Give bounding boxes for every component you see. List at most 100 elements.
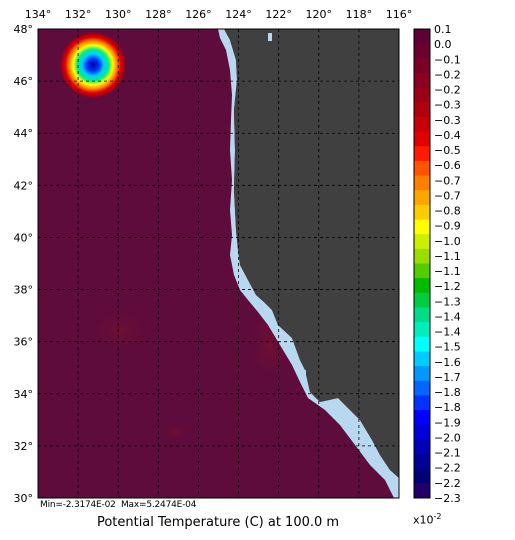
colorbar-label: −1.8 bbox=[434, 401, 461, 414]
colorbar-label: −2.1 bbox=[434, 447, 461, 460]
colorbar-swatch bbox=[414, 292, 430, 308]
colorbar: 0.1 0.0 −0.1 −0.2 −0.2 −0.3 −0.3 −0.4 −0.5 −0.6 −0… bbox=[413, 23, 461, 505]
lat-tick-label: 42° bbox=[14, 179, 34, 192]
colorbar-label: −0.2 bbox=[434, 84, 461, 97]
colorbar-swatch bbox=[414, 102, 430, 118]
colorbar-swatch bbox=[414, 483, 430, 499]
lon-tick-label: 118° bbox=[346, 8, 373, 21]
colorbar-swatch bbox=[414, 190, 430, 206]
colorbar-label: −1.5 bbox=[434, 341, 461, 354]
map-frame bbox=[37, 28, 400, 499]
lon-tick-label: 120° bbox=[306, 8, 333, 21]
faint-anomaly bbox=[85, 305, 155, 355]
colorbar-swatch bbox=[414, 160, 430, 177]
colorbar-frame bbox=[413, 28, 431, 499]
min-label: Min= bbox=[40, 500, 63, 510]
lat-tick-label: 30° bbox=[14, 492, 34, 505]
colorbar-label: −1.0 bbox=[434, 235, 461, 248]
colorbar-swatch bbox=[414, 146, 430, 162]
colorbar-label: −0.3 bbox=[434, 114, 461, 127]
colorbar-swatch bbox=[414, 131, 430, 147]
colorbar-label: −0.5 bbox=[434, 144, 461, 157]
colorbar-label: −1.6 bbox=[434, 356, 461, 369]
island bbox=[268, 33, 272, 41]
exponent-base: x10 bbox=[413, 513, 434, 527]
colorbar-label: −1.3 bbox=[434, 295, 461, 308]
min-max-stats: Min=-2.3174E-02 Max=5.2474E-04 bbox=[40, 500, 196, 510]
max-value: 5.2474E-04 bbox=[146, 500, 197, 510]
colorbar-label: −2.2 bbox=[434, 462, 461, 475]
colorbar-label: −1.1 bbox=[434, 250, 461, 263]
colorbar-swatch bbox=[414, 219, 430, 235]
colorbar-label: −0.7 bbox=[434, 189, 461, 202]
colorbar-label: 0.1 bbox=[434, 23, 452, 36]
colorbar-swatch bbox=[414, 175, 430, 191]
colorbar-swatch bbox=[414, 410, 430, 426]
colorbar-swatch bbox=[414, 234, 430, 250]
longitude-labels: 134° 132° 130° 128° 126° 124° 122° 120° 118° 116° bbox=[25, 8, 413, 21]
colorbar-label: −0.1 bbox=[434, 53, 461, 66]
colorbar-label: −1.9 bbox=[434, 416, 461, 429]
colorbar-swatch bbox=[414, 248, 430, 264]
latitude-labels: 48° 46° 44° 42° 40° 38° 36° 34° 32° 30° bbox=[14, 23, 34, 505]
colorbar-swatch bbox=[414, 307, 430, 323]
colorbar-swatch bbox=[414, 322, 430, 338]
colorbar-label: −0.7 bbox=[434, 174, 461, 187]
lon-tick-label: 132° bbox=[65, 8, 92, 21]
colorbar-label: −0.9 bbox=[434, 220, 461, 233]
land-area bbox=[224, 29, 399, 478]
lat-tick-label: 38° bbox=[14, 284, 34, 297]
lon-tick-label: 130° bbox=[105, 8, 132, 21]
lon-tick-label: 124° bbox=[225, 8, 252, 21]
colorbar-label: −2.3 bbox=[434, 492, 461, 505]
colorbar-swatch bbox=[414, 278, 430, 294]
colorbar-label: 0.0 bbox=[434, 38, 452, 51]
faint-anomaly bbox=[161, 423, 189, 441]
temperature-anomaly bbox=[59, 31, 127, 99]
colorbar-exponent: x10-2 bbox=[413, 512, 442, 527]
colorbar-label: −0.2 bbox=[434, 68, 461, 81]
colorbar-label: −1.8 bbox=[434, 386, 461, 399]
lat-lon-grid bbox=[38, 29, 399, 498]
colorbar-swatch bbox=[414, 29, 430, 45]
lon-tick-label: 122° bbox=[265, 8, 292, 21]
colorbar-swatch bbox=[414, 204, 430, 221]
colorbar-swatch bbox=[414, 454, 430, 470]
colorbar-swatch bbox=[414, 351, 430, 367]
colorbar-swatch bbox=[414, 468, 430, 484]
colorbar-label: −1.7 bbox=[434, 371, 461, 384]
colorbar-swatch bbox=[414, 43, 430, 59]
colorbar-label: −0.8 bbox=[434, 205, 461, 218]
lat-tick-label: 40° bbox=[14, 231, 34, 244]
lon-tick-label: 116° bbox=[386, 8, 413, 21]
lat-tick-label: 48° bbox=[14, 23, 34, 36]
lon-tick-label: 128° bbox=[145, 8, 172, 21]
colorbar-swatch bbox=[414, 395, 430, 411]
lat-tick-label: 36° bbox=[14, 336, 34, 349]
lat-tick-label: 34° bbox=[14, 388, 34, 401]
colorbar-label: −1.4 bbox=[434, 310, 461, 323]
colorbar-label: −2.0 bbox=[434, 431, 461, 444]
min-value: -2.3174E-02 bbox=[62, 500, 116, 510]
colorbar-label: −0.6 bbox=[434, 159, 461, 172]
colorbar-swatch bbox=[414, 58, 430, 74]
map-title: Potential Temperature (C) at 100.0 m bbox=[96, 515, 340, 530]
colorbar-label: −1.1 bbox=[434, 265, 461, 278]
colorbar-swatch bbox=[414, 366, 430, 382]
max-label: Max= bbox=[120, 500, 147, 510]
colorbar-swatch bbox=[414, 380, 430, 396]
colorbar-label: −2.2 bbox=[434, 477, 461, 490]
colorbar-label: −0.3 bbox=[434, 99, 461, 112]
colorbar-swatch bbox=[414, 439, 430, 455]
colorbar-swatch bbox=[414, 424, 430, 440]
lat-tick-label: 46° bbox=[14, 75, 34, 88]
island bbox=[298, 370, 306, 375]
colorbar-label: −0.4 bbox=[434, 129, 461, 142]
lat-tick-label: 32° bbox=[14, 440, 34, 453]
colorbar-swatch bbox=[414, 116, 430, 133]
colorbar-swatch bbox=[414, 87, 430, 103]
coast-shelf bbox=[218, 29, 399, 498]
colorbar-swatch bbox=[414, 336, 430, 352]
colorbar-label: −1.2 bbox=[434, 280, 461, 293]
